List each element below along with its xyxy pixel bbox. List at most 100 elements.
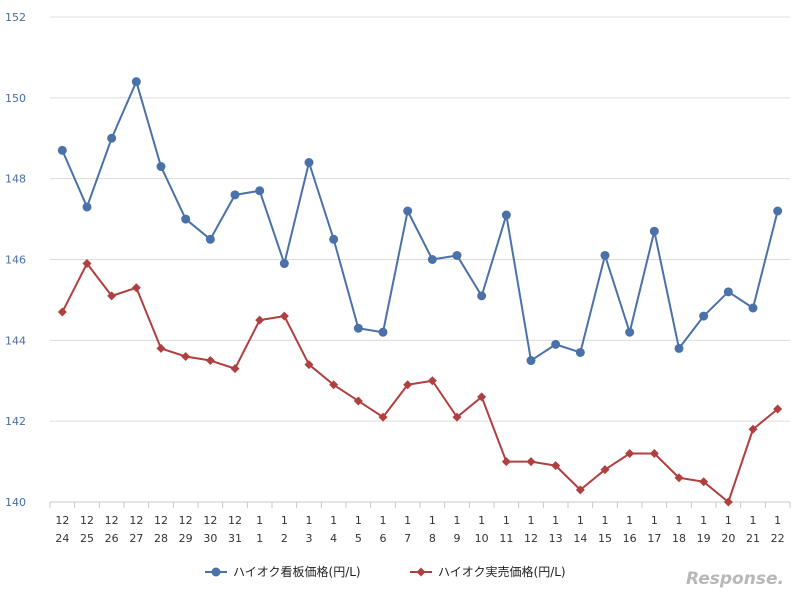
- x-tick-label-day: 7: [404, 532, 411, 545]
- data-point: [279, 311, 289, 321]
- data-point: [477, 291, 487, 301]
- y-tick-label: 144: [5, 334, 26, 347]
- data-point: [625, 327, 635, 337]
- data-point: [748, 424, 758, 434]
- data-point: [304, 360, 314, 370]
- x-tick-label-month: 1: [602, 514, 609, 527]
- data-point: [600, 250, 610, 260]
- x-tick-label-month: 12: [228, 514, 242, 527]
- data-point: [230, 364, 240, 374]
- x-tick-label-day: 4: [330, 532, 337, 545]
- data-point: [378, 327, 388, 337]
- series-line-2: [61, 262, 779, 503]
- x-tick-label-day: 21: [746, 532, 760, 545]
- series-line-1: [61, 80, 779, 362]
- y-tick-label: 150: [5, 92, 26, 105]
- x-tick-label-month: 1: [330, 514, 337, 527]
- x-tick-label-month: 1: [256, 514, 263, 527]
- y-tick-label: 146: [5, 254, 26, 267]
- data-point: [131, 77, 141, 87]
- data-point: [378, 412, 388, 422]
- x-tick-label-month: 1: [281, 514, 288, 527]
- x-tick-label-day: 5: [355, 532, 362, 545]
- x-axis: 1224122512261227122812291230123111121314…: [49, 502, 791, 545]
- x-tick-label-day: 22: [771, 532, 785, 545]
- data-point: [501, 210, 511, 220]
- x-tick-label-month: 1: [700, 514, 707, 527]
- series-layer: [57, 77, 783, 507]
- data-point: [57, 145, 67, 155]
- data-point: [723, 287, 733, 297]
- data-point: [107, 133, 117, 143]
- data-point: [427, 376, 437, 386]
- y-axis-ticks: 140 142 144 146 148 150 152: [5, 11, 26, 509]
- data-point: [477, 392, 487, 402]
- data-point: [353, 396, 363, 406]
- data-point: [353, 323, 363, 333]
- grid-lines: [50, 16, 790, 503]
- data-point: [329, 380, 339, 390]
- x-tick-label-day: 6: [380, 532, 387, 545]
- x-tick-label-month: 1: [528, 514, 535, 527]
- x-tick-label-day: 25: [80, 532, 94, 545]
- data-point: [452, 412, 462, 422]
- watermark-text: Response.: [686, 569, 784, 589]
- data-point: [575, 485, 585, 495]
- x-tick-label-day: 29: [179, 532, 193, 545]
- x-tick-label-day: 3: [306, 532, 313, 545]
- x-tick-label-day: 28: [154, 532, 168, 545]
- x-tick-label-month: 12: [154, 514, 168, 527]
- legend-marker: [211, 567, 221, 577]
- data-point: [551, 339, 561, 349]
- x-tick-label-month: 1: [774, 514, 781, 527]
- data-point: [230, 190, 240, 200]
- x-tick-label-month: 1: [429, 514, 436, 527]
- data-point: [723, 497, 733, 507]
- data-point: [501, 457, 511, 467]
- data-point: [649, 226, 659, 236]
- x-tick-label-day: 9: [454, 532, 461, 545]
- x-tick-label-month: 1: [552, 514, 559, 527]
- x-tick-label-day: 8: [429, 532, 436, 545]
- legend-label: ハイオク実売価格(円/L): [438, 564, 566, 579]
- x-tick-label-day: 16: [623, 532, 637, 545]
- data-point: [205, 234, 215, 244]
- x-tick-label-day: 13: [549, 532, 563, 545]
- data-point: [156, 343, 166, 353]
- x-tick-label-month: 12: [179, 514, 193, 527]
- x-tick-label-month: 1: [380, 514, 387, 527]
- data-point: [600, 465, 610, 475]
- data-point: [403, 380, 413, 390]
- legend-marker: [416, 567, 426, 577]
- x-tick-label-day: 11: [499, 532, 513, 545]
- x-tick-label-month: 1: [577, 514, 584, 527]
- data-point: [773, 206, 783, 216]
- x-tick-label-month: 12: [55, 514, 69, 527]
- x-tick-label-month: 12: [129, 514, 143, 527]
- data-point: [625, 449, 635, 458]
- x-tick-label-day: 30: [203, 532, 217, 545]
- data-point: [205, 356, 215, 366]
- data-point: [575, 347, 585, 357]
- data-point: [82, 202, 92, 212]
- data-point: [255, 315, 265, 325]
- x-tick-label-day: 27: [129, 532, 143, 545]
- x-tick-label-month: 1: [626, 514, 633, 527]
- data-point: [649, 449, 659, 458]
- x-tick-label-day: 20: [721, 532, 735, 545]
- data-point: [329, 234, 339, 244]
- data-point: [526, 457, 536, 467]
- data-point: [773, 404, 783, 414]
- x-tick-label-day: 17: [647, 532, 661, 545]
- x-tick-label-month: 12: [105, 514, 119, 527]
- x-tick-label-day: 2: [281, 532, 288, 545]
- y-tick-label: 142: [5, 415, 26, 428]
- x-tick-label-day: 24: [55, 532, 69, 545]
- data-point: [526, 356, 536, 366]
- x-tick-label-day: 19: [697, 532, 711, 545]
- data-point: [107, 291, 117, 301]
- x-tick-label-month: 1: [355, 514, 362, 527]
- y-tick-label: 140: [5, 496, 26, 509]
- data-point: [748, 303, 758, 313]
